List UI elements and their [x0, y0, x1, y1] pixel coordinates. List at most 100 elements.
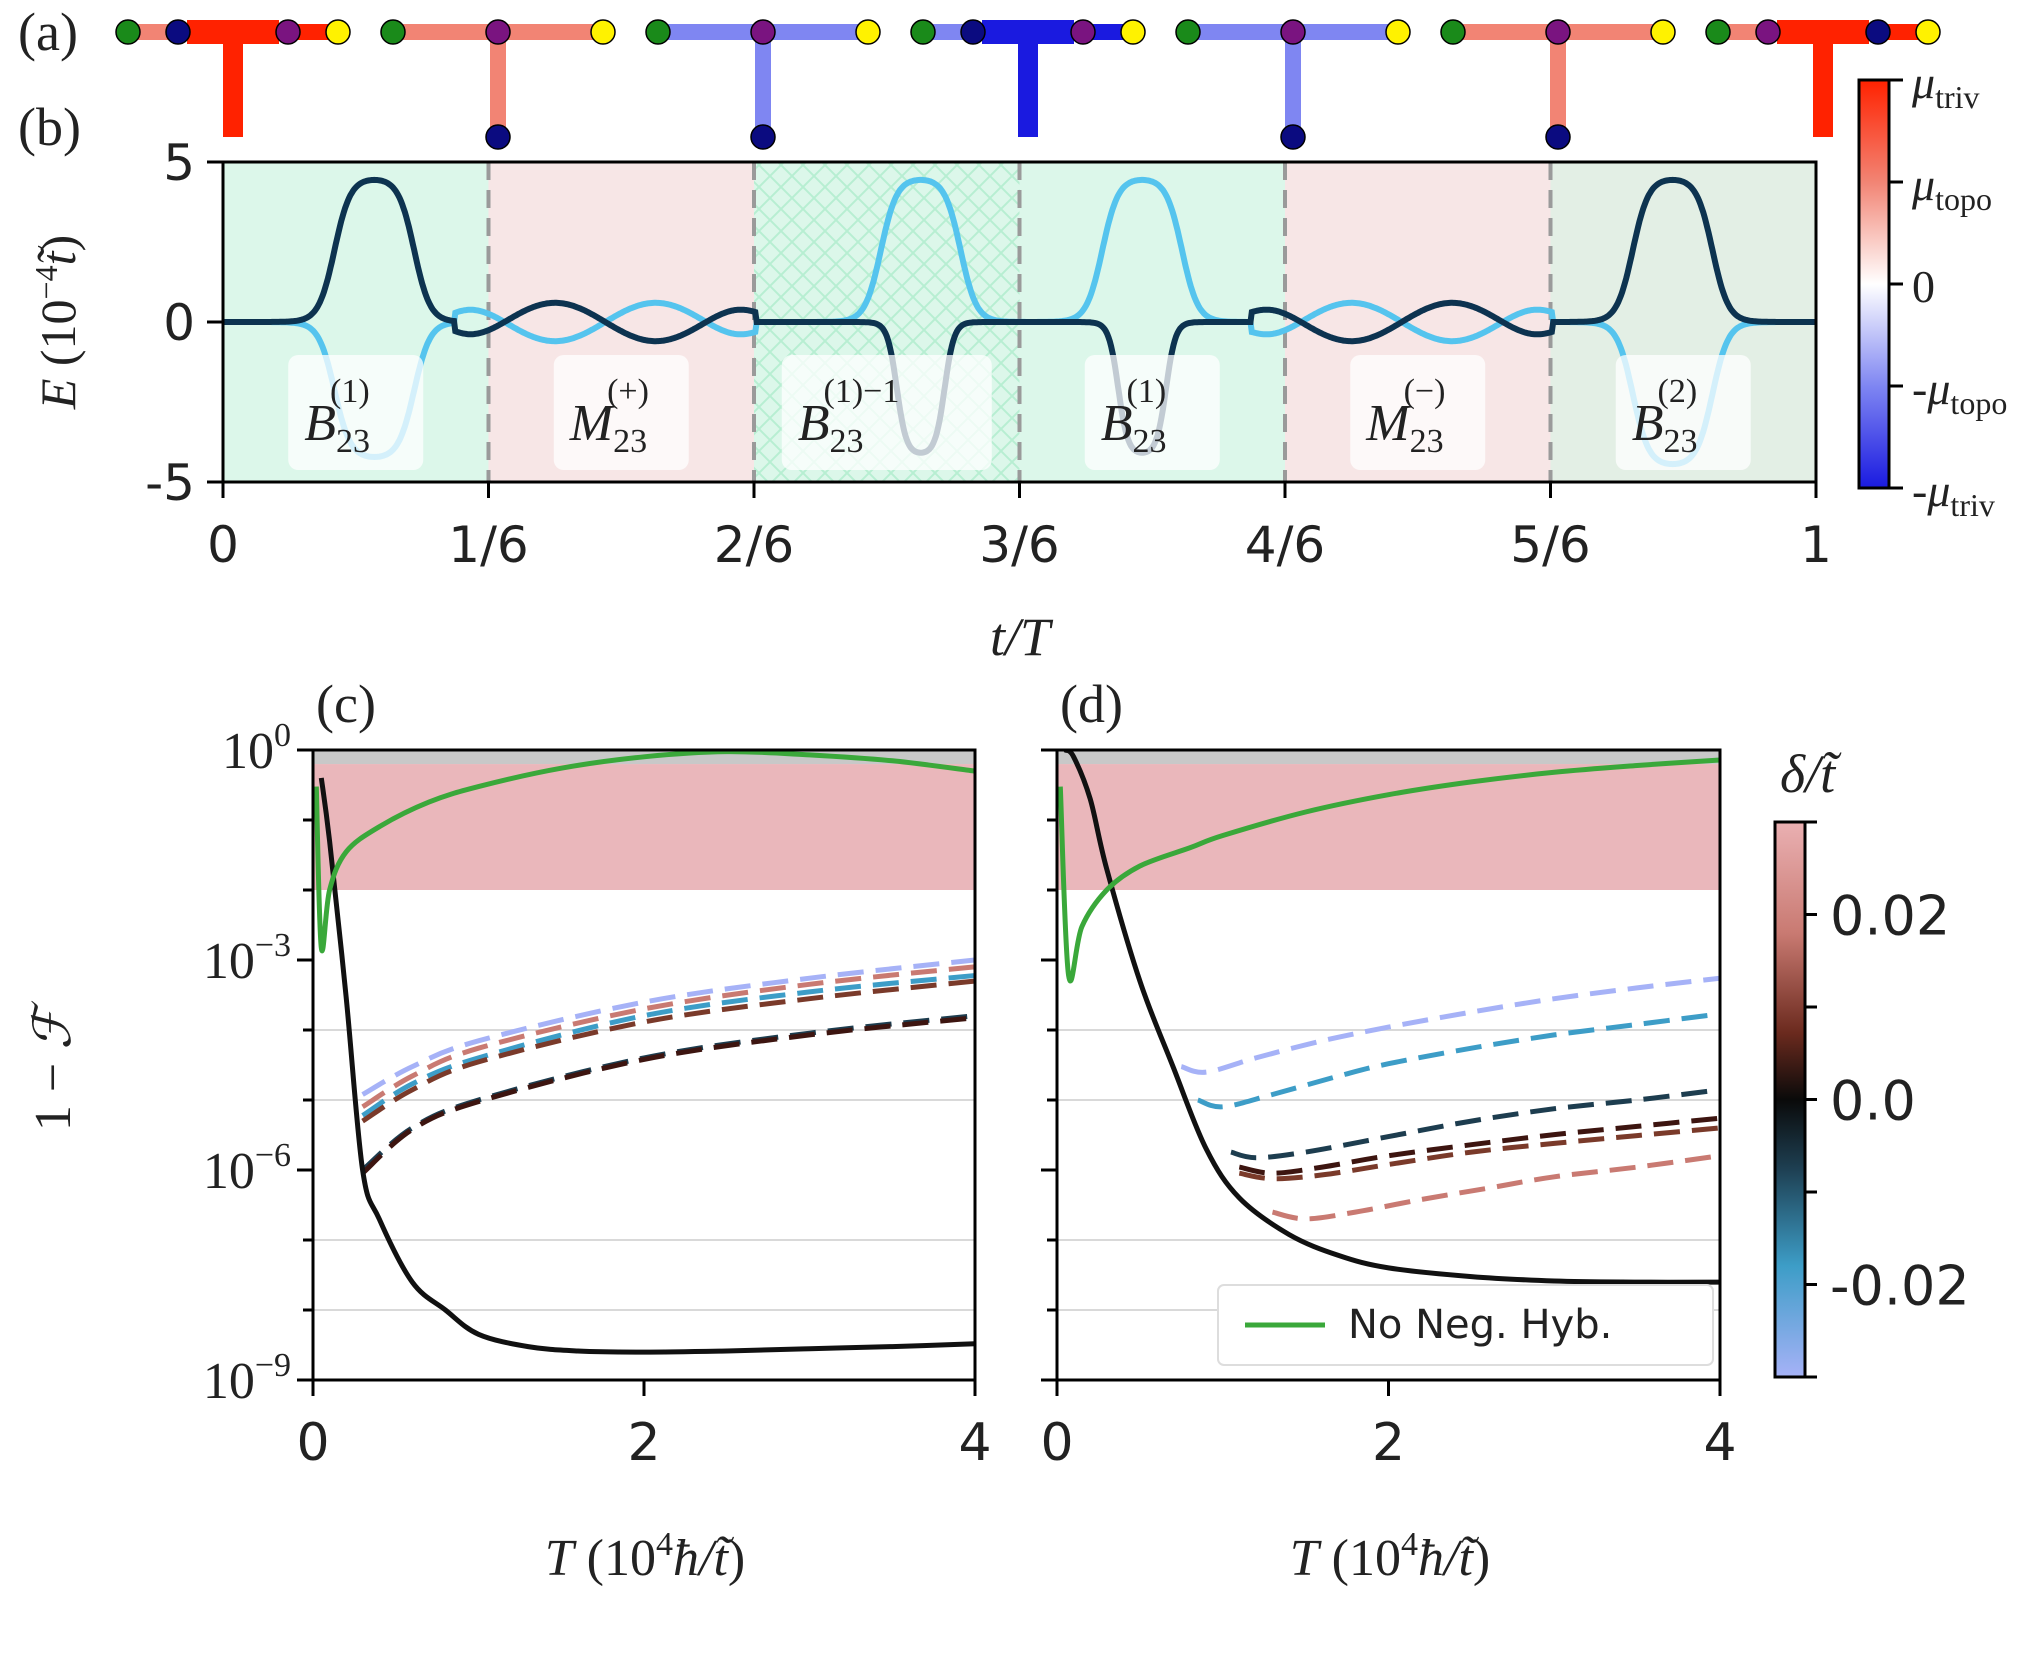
mu-colorbar-gradient [1857, 78, 1891, 490]
band-fail [1057, 764, 1720, 890]
series-delta-0-01 [360, 1013, 975, 1172]
label-backdrop [781, 355, 992, 470]
y-tick-label: 10−9 [203, 1347, 291, 1410]
mu-tick-label: -μtopo [1912, 363, 2007, 421]
series-dark [223, 176, 1816, 456]
junction-1 [115, 19, 351, 137]
segment-label-text: B23(2) [1632, 373, 1698, 460]
label-backdrop [553, 355, 689, 470]
series-delta-0-03 [1271, 1153, 1720, 1222]
label-backdrop [1615, 355, 1751, 470]
y-tick-label-b: 0 [163, 294, 195, 352]
dot-navy [485, 124, 511, 150]
dot-green [910, 19, 936, 45]
label-backdrop [1350, 355, 1486, 470]
delta-tick-label: -0.02 [1830, 1255, 1970, 1318]
delta-tick-label: 0.02 [1830, 885, 1950, 948]
junction-left-arm [1188, 24, 1293, 40]
junction-5 [1175, 19, 1411, 150]
dot-navy [750, 124, 776, 150]
segment-label-1: B23(1) [288, 355, 424, 470]
x-tick-label: 0 [296, 1413, 329, 1473]
series-delta-0-03 [361, 957, 975, 1097]
panel-label-b: (b) [18, 97, 81, 157]
dot-yellow [590, 19, 616, 45]
x-axis-label-c: T (104ħ/t̃) [545, 1526, 745, 1587]
panel-label-d: (d) [1060, 674, 1123, 734]
segment-label-2: M23(+) [553, 355, 689, 470]
mu-tick-label: -μtriv [1912, 465, 1995, 523]
delta-colorbar-label: δ/t̃ [1780, 744, 1842, 804]
junction-right-arm [1558, 24, 1663, 40]
x-tick-label: 4 [958, 1413, 991, 1473]
mu-colorbar: μtriv μtopo 0 -μtopo -μtriv [1857, 57, 2007, 523]
dot-yellow [1650, 19, 1676, 45]
x-tick-label: 2 [1372, 1413, 1405, 1473]
dot-yellow [325, 19, 351, 45]
segment-label-text: M23(+) [569, 373, 649, 460]
junction-right-arm [1293, 24, 1398, 40]
dot-purple [1755, 19, 1781, 45]
axis-ticks-b: 0 1/6 2/6 3/6 4/6 5/6 150-5 [145, 134, 1832, 574]
y-tick-label: 10−6 [203, 1137, 291, 1200]
segment-labels: B23(1) M23(+) B23(1)−1 B23(1) M23(−) B23(2) [288, 355, 1751, 470]
junction-stem [1813, 32, 1833, 137]
band-fail [313, 764, 975, 890]
dot-green [645, 19, 671, 45]
series-delta-0-02 [361, 978, 975, 1124]
segment-label-text: M23(−) [1365, 373, 1445, 460]
x-axis-label-d: T (104ħ/t̃) [1290, 1526, 1490, 1587]
junction-crossbar [982, 20, 1074, 44]
legend-label: No Neg. Hyb. [1348, 1302, 1612, 1348]
dot-yellow [1385, 19, 1411, 45]
dot-purple [485, 19, 511, 45]
delta-tick-label: 0.0 [1830, 1070, 1916, 1133]
junction-7 [1705, 19, 1941, 137]
junction-stem [1550, 32, 1566, 137]
series-delta-0-03 [1180, 975, 1720, 1075]
panel-label-a: (a) [18, 2, 78, 62]
dot-navy [960, 19, 986, 45]
x-tick-label: 0 [1040, 1413, 1073, 1473]
energy-lines [223, 176, 1816, 468]
segment-label-5: M23(−) [1350, 355, 1486, 470]
junction-6 [1440, 19, 1676, 150]
x-tick-label: 4 [1703, 1413, 1736, 1473]
segment-label-6: B23(2) [1615, 355, 1751, 470]
dot-yellow [1915, 19, 1941, 45]
x-tick-label-b: 1/6 [448, 516, 528, 574]
dot-green [1175, 19, 1201, 45]
mu-tick-label: μtopo [1911, 159, 1992, 217]
dot-green [380, 19, 406, 45]
series-no-neg-hyb- [313, 750, 975, 954]
mu-tick-label: 0 [1912, 261, 1935, 312]
junction-stem [223, 32, 243, 137]
legend: No Neg. Hyb. [1217, 1284, 1714, 1366]
segment-label-text: B23(1)−1 [798, 373, 900, 460]
junction-left-arm [658, 24, 763, 40]
x-tick-label: 2 [627, 1413, 660, 1473]
x-axis-label-b: t/T [990, 607, 1054, 667]
series-no-neg-hyb- [1057, 757, 1720, 984]
y-tick-label-b: -5 [145, 454, 195, 512]
x-tick-label-b: 4/6 [1245, 516, 1325, 574]
y-tick-label: 10−3 [203, 927, 291, 990]
x-tick-label-b: 3/6 [979, 516, 1059, 574]
dot-purple [275, 19, 301, 45]
junction-stem [1285, 32, 1301, 137]
series-delta-0-01 [1238, 1115, 1720, 1176]
legend-box [1217, 1284, 1714, 1366]
fidelity-chart-d: 0 2 4 No Neg. Hyb. T (104ħ/t̃) [1040, 748, 1737, 1587]
segment-label-text: B23(1) [304, 373, 370, 460]
junction-right-arm [498, 24, 603, 40]
segment-label-4: B23(1) [1084, 355, 1220, 470]
dot-navy [1280, 124, 1306, 150]
junction-schematics [115, 19, 1941, 150]
series-delta-0-02 [361, 973, 975, 1118]
panel-label-c: (c) [316, 674, 376, 734]
segment-dividers [486, 162, 1553, 482]
x-tick-label-b: 5/6 [1510, 516, 1590, 574]
segment-label-3: B23(1)−1 [781, 355, 992, 470]
dot-yellow [1120, 19, 1146, 45]
dot-purple [1545, 19, 1571, 45]
